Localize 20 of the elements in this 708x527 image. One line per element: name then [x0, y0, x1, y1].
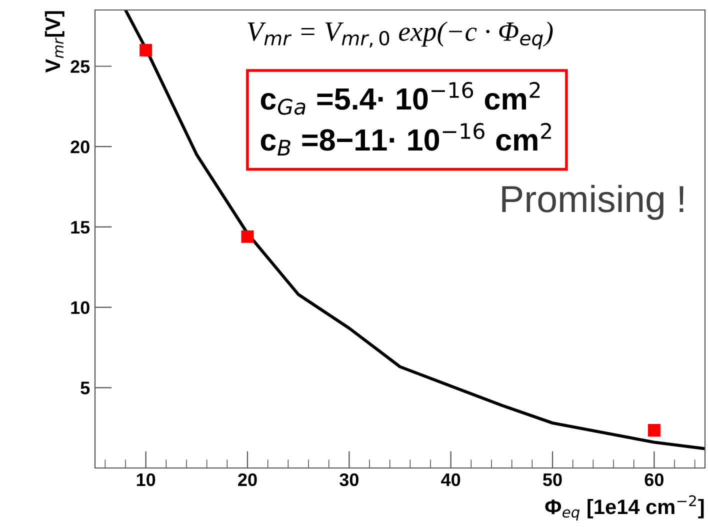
point [241, 230, 254, 243]
x-tick-label: 50 [543, 473, 562, 486]
x-tick-label: 60 [644, 473, 664, 486]
point [648, 424, 660, 436]
x-tick-label: 20 [238, 473, 257, 486]
text: c$_{Ga}$ =5.4· 10$^{−16}$ cm$^{2}$ c$_{B}$ =8−11· 10$^{−16}$ cm$^{2}$ [260, 82, 551, 156]
annotation: Promising ! [502, 184, 684, 220]
x-tick-label: 30 [340, 473, 358, 486]
y-tick-label: 15 [71, 221, 90, 234]
annotation: V$_{mr}$ = V$_{mr,0}$ exp(−c · Φ$_{eq}$) [248, 21, 553, 50]
x-tick-label: 10 [136, 473, 156, 486]
line-series [124, 10, 705, 450]
point [140, 44, 152, 56]
y-tick-label: 25 [70, 60, 90, 73]
y-tick-label: 5 [80, 382, 90, 394]
x-axis-title: Φ$_{eq}$ [1e14 cm$^{−2}$] [545, 495, 704, 520]
x-tick-label: 40 [441, 473, 460, 486]
y-tick-label: 10 [71, 301, 90, 314]
y-tick-label: 20 [70, 140, 90, 154]
y-axis-title: V$_{mr}$[V] [44, 11, 64, 73]
